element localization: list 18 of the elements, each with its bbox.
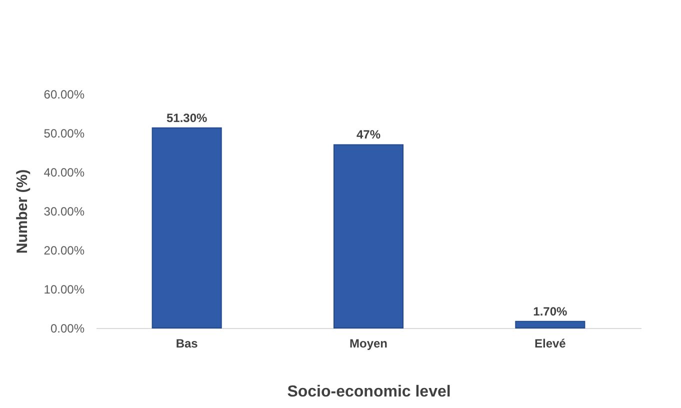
bar xyxy=(515,320,586,328)
y-tick-label: 60.00% xyxy=(44,88,85,102)
bar xyxy=(152,127,222,328)
y-tick-label: 30.00% xyxy=(44,204,85,218)
data-label: 1.70% xyxy=(533,304,568,318)
y-axis-title: Number (%) xyxy=(14,169,31,254)
x-tick-label: Elevé xyxy=(534,336,566,350)
y-tick-label: 10.00% xyxy=(44,282,85,296)
y-tick-label: 0.00% xyxy=(50,322,85,336)
bar xyxy=(333,144,404,328)
x-tick-label: Bas xyxy=(176,336,198,350)
y-tick-label: 40.00% xyxy=(44,166,85,180)
data-label: 51.30% xyxy=(166,110,208,125)
x-axis-title: Socio-economic level xyxy=(287,384,451,400)
x-tick-label: Moyen xyxy=(349,336,388,350)
data-label: 47% xyxy=(356,128,381,142)
y-tick-label: 50.00% xyxy=(44,126,85,140)
y-tick-label: 20.00% xyxy=(44,244,85,258)
